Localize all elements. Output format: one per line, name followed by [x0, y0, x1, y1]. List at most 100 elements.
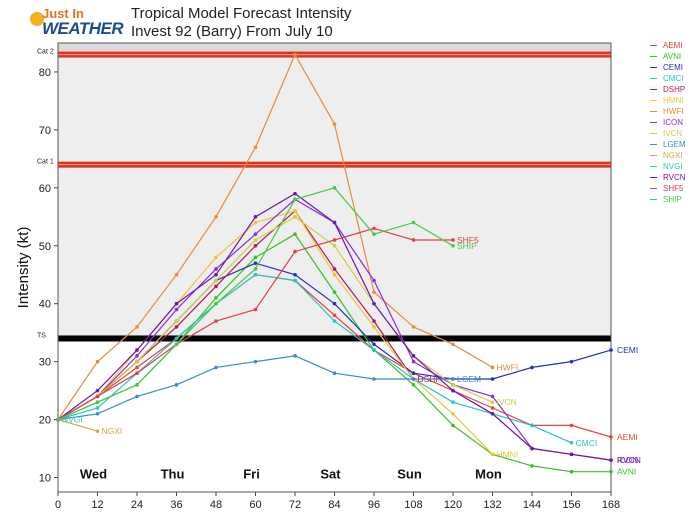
data-point-avni: [530, 464, 534, 468]
legend-label: AEMI: [663, 41, 683, 50]
data-point-icon: [411, 359, 416, 364]
data-point-shf5: [411, 238, 416, 242]
data-point-aemi: [609, 435, 613, 439]
data-point-dshp: [174, 325, 179, 329]
data-point-lgem: [293, 354, 297, 358]
legend-item-dshp: DSHP: [650, 84, 685, 95]
y-tick-label: 60: [39, 183, 51, 195]
legend-label: DSHP: [663, 85, 686, 94]
end-label-ivcn: IVCN: [497, 397, 517, 407]
end-label-shf5: SHF5: [457, 235, 479, 245]
data-point-ship: [451, 243, 455, 248]
x-tick-label: 120: [444, 499, 462, 511]
data-point-hmni: [253, 220, 258, 225]
end-label-ship: SHIP: [457, 241, 477, 251]
data-point-ivcn: [253, 238, 258, 242]
data-point-lgem: [451, 377, 455, 381]
data-point-ship: [214, 301, 218, 306]
data-point-dshp: [372, 319, 376, 323]
day-label-mon: Mon: [475, 467, 502, 482]
data-point-icon: [372, 278, 376, 283]
legend-label: ICON: [663, 118, 683, 127]
data-point-hmni: [293, 209, 297, 213]
data-point-shf5: [253, 307, 258, 312]
data-point-ship: [253, 267, 258, 271]
legend-item-hwfi: HWFI: [650, 106, 683, 117]
data-point-rvcn: [293, 191, 297, 196]
data-point-shf5: [451, 238, 455, 242]
data-point-lgem: [332, 371, 337, 376]
data-point-hwfi: [95, 359, 100, 364]
legend-item-ngxi: NGXI: [650, 150, 683, 161]
data-point-hwfi: [135, 325, 139, 329]
legend-swatch: [650, 45, 657, 47]
legend-item-ivcn: IVCN: [650, 128, 682, 139]
data-point-avni: [293, 232, 297, 236]
legend-swatch: [650, 199, 657, 201]
series-line-ngxi: [57, 419, 98, 432]
legend-item-lgem: LGEM: [650, 139, 686, 150]
data-point-rvcn: [372, 301, 376, 306]
data-point-shf5: [95, 394, 100, 399]
data-point-avni: [253, 255, 258, 260]
legend-item-cemi: CEMI: [650, 62, 683, 73]
data-point-cemi: [530, 365, 534, 370]
data-point-shf5: [135, 371, 139, 376]
legend-label: CMCI: [663, 74, 684, 83]
data-point-hmni: [451, 411, 455, 416]
series-line-cmci: [57, 274, 572, 444]
day-label-fri: Fri: [243, 467, 260, 482]
data-point-dshp: [332, 267, 337, 271]
data-point-rvcn: [253, 215, 258, 219]
data-point-aemi: [135, 365, 139, 370]
legend-swatch: [650, 67, 657, 69]
data-point-ivcn: [451, 383, 455, 387]
data-point-aemi: [569, 423, 574, 428]
legend-swatch: [650, 133, 657, 135]
legend-swatch: [650, 100, 657, 102]
end-label-icon: ICON: [617, 455, 638, 465]
legend-swatch: [650, 122, 657, 124]
data-point-hmni: [490, 452, 495, 457]
end-label-hwfi: HWFI: [497, 362, 519, 372]
x-tick-label: 0: [55, 499, 61, 511]
x-tick-label: 144: [523, 499, 541, 511]
data-point-ivcn: [135, 359, 139, 364]
x-tick-label: 24: [131, 499, 143, 511]
data-point-rvcn: [214, 272, 218, 277]
threshold-label: TS: [37, 332, 46, 339]
cat2-band: [58, 43, 611, 55]
data-point-cmci: [451, 400, 455, 405]
data-point-ship: [411, 220, 416, 225]
data-point-hwfi: [293, 52, 297, 57]
data-point-cemi: [569, 359, 574, 364]
data-point-cmci: [253, 272, 258, 277]
data-point-cemi: [609, 348, 613, 352]
data-point-hwfi: [214, 215, 218, 219]
y-tick-label: 10: [39, 473, 51, 485]
legend-label: NGXI: [663, 151, 683, 160]
chart-title-line2: Invest 92 (Barry) From July 10: [131, 23, 333, 40]
just-in-weather-logo: Just In WEATHER: [30, 6, 124, 40]
y-tick-label: 30: [39, 357, 51, 369]
data-point-cemi: [253, 261, 258, 265]
data-point-cmci: [174, 336, 179, 341]
x-tick-label: 156: [562, 499, 580, 511]
legend-swatch: [650, 144, 657, 146]
data-point-cemi: [411, 371, 416, 376]
data-point-rvcn: [411, 354, 416, 358]
data-point-cmci: [95, 406, 100, 410]
data-point-rvcn: [569, 452, 574, 457]
end-label-nvgi: NVGI: [62, 415, 83, 425]
data-point-hmni: [214, 255, 218, 260]
data-point-rvcn: [95, 388, 100, 393]
y-tick-label: 40: [39, 299, 51, 311]
data-point-hwfi: [451, 342, 455, 347]
x-tick-label: 168: [602, 499, 620, 511]
y-tick-label: 70: [39, 125, 51, 137]
end-label-cmci: CMCI: [576, 438, 598, 448]
data-point-hwfi: [372, 290, 376, 294]
legend-swatch: [650, 56, 657, 58]
legend-item-icon: ICON: [650, 117, 683, 128]
x-tick-label: 84: [328, 499, 340, 511]
